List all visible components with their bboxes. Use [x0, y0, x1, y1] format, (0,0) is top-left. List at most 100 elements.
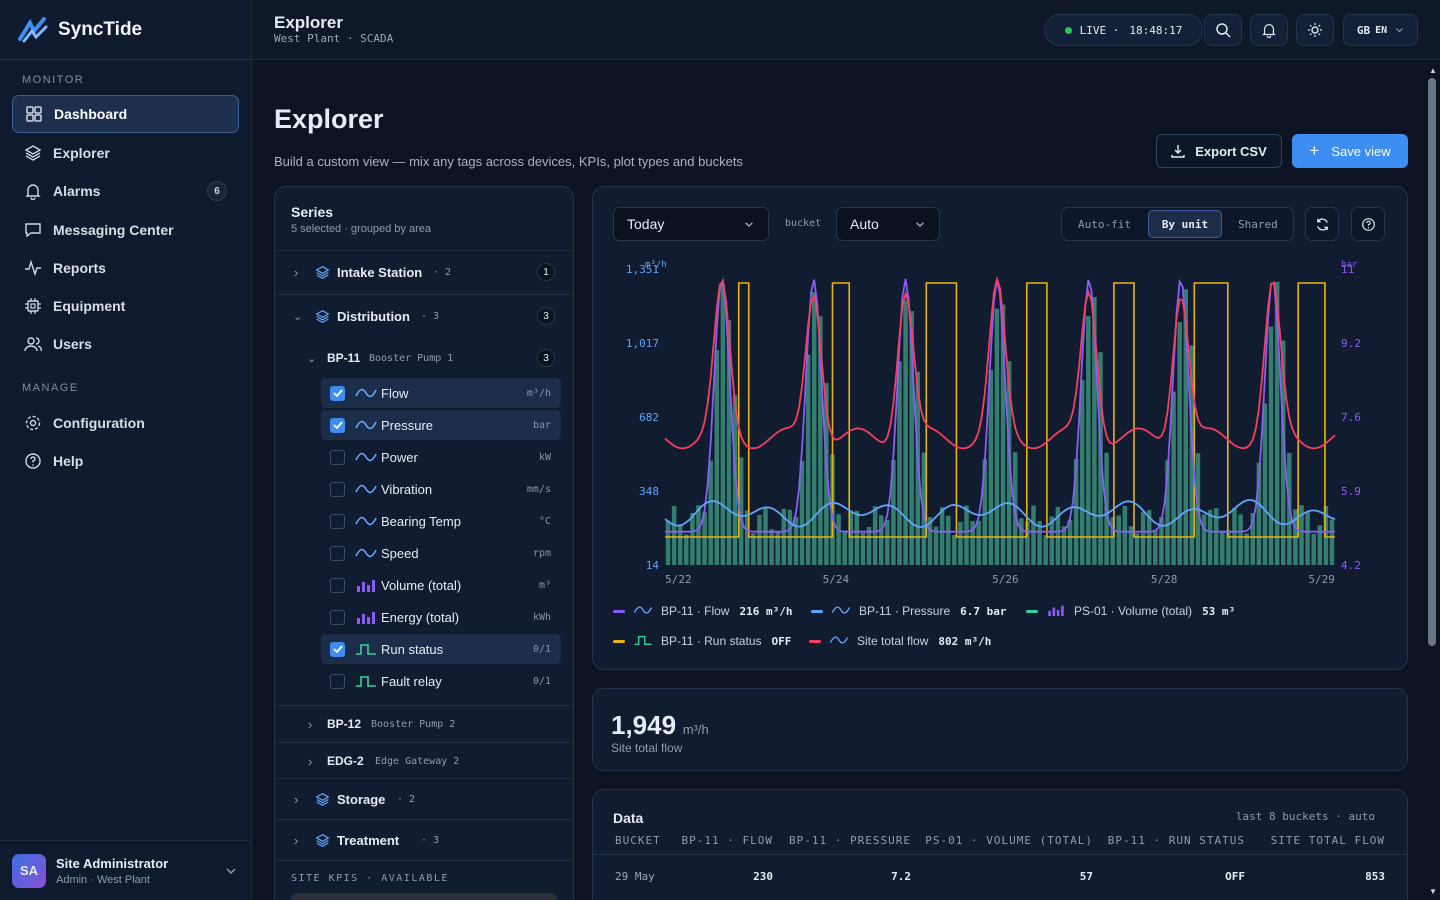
sidebar-item-configuration[interactable]: Configuration	[12, 404, 239, 442]
scrollbar-thumb[interactable]	[1428, 78, 1436, 646]
theme-toggle-button[interactable]	[1296, 14, 1334, 46]
tag-checkbox[interactable]	[330, 545, 345, 561]
mode-shared[interactable]: Shared	[1238, 218, 1278, 231]
export-csv-button[interactable]: Export CSV	[1156, 134, 1282, 168]
sidebar-item-users[interactable]: Users	[12, 325, 239, 363]
tag-item[interactable]: Bearing Temp °C	[321, 506, 561, 536]
volume-bar	[1165, 460, 1170, 565]
sidebar-item-label: Users	[53, 336, 92, 352]
area-storage[interactable]: › Storage · 2	[275, 779, 573, 819]
kpi-unit: m³/h	[682, 722, 709, 737]
device-id: EDG-2	[327, 754, 364, 768]
sidebar-item-alarms[interactable]: Alarms 6	[12, 172, 239, 210]
device-selected-badge: 3	[537, 349, 555, 367]
tag-item[interactable]: Flow m³/h	[321, 378, 561, 408]
tag-checkbox[interactable]	[330, 417, 345, 433]
chevron-right-icon: ›	[308, 716, 313, 732]
notifications-button[interactable]	[1250, 14, 1288, 46]
language-select[interactable]: GB EN	[1343, 14, 1418, 46]
sidebar-item-help[interactable]: Help	[12, 442, 239, 480]
layers-icon	[315, 792, 330, 806]
tag-item[interactable]: Energy (total) kWh	[321, 602, 561, 632]
chevron-down-icon: ⌄	[307, 352, 317, 365]
device-edg-2[interactable]: › EDG-2 Edge Gateway 2	[275, 743, 573, 779]
tag-checkbox[interactable]	[330, 577, 345, 593]
tag-item[interactable]: Speed rpm	[321, 538, 561, 568]
table-header: BP-11 · PRESSURE	[789, 834, 911, 847]
volume-bar	[1317, 525, 1323, 565]
legend-label: Site total flow	[857, 634, 929, 648]
legend-item[interactable]: BP-11 · Pressure 6.7 bar	[811, 602, 1007, 620]
volume-bar	[976, 520, 981, 565]
tag-checkbox[interactable]	[330, 513, 345, 529]
tag-checkbox[interactable]	[330, 673, 345, 689]
volume-bar	[690, 512, 695, 565]
tag-checkbox[interactable]	[330, 449, 345, 465]
legend: BP-11 · Flow 216 m³/h BP-11 · Pressure 6.7 …	[613, 602, 1393, 662]
area-treatment[interactable]: › Treatment · 3	[275, 820, 573, 860]
volume-bar	[1262, 403, 1268, 565]
volume-bar	[854, 510, 860, 565]
tag-item[interactable]: Power kW	[321, 442, 561, 472]
sidebar-item-label: Reports	[53, 260, 106, 276]
bucket-select[interactable]: Auto	[836, 207, 940, 241]
tag-item[interactable]: Volume (total) m³	[321, 570, 561, 600]
chevron-down-icon: ⌄	[293, 310, 303, 323]
volume-bar	[1037, 521, 1042, 565]
search-button[interactable]	[1204, 14, 1242, 46]
user-menu[interactable]: SA Site Administrator Admin · West Plant	[0, 840, 251, 900]
area-distribution[interactable]: ⌄ Distribution · 3 3	[275, 295, 573, 337]
tag-item[interactable]: Run status 0/1	[321, 634, 561, 664]
volume-bar	[866, 527, 872, 565]
refresh-button[interactable]	[1305, 207, 1339, 241]
bell-icon	[25, 184, 41, 200]
scrollbar[interactable]: ▲ ▼	[1424, 60, 1440, 900]
mode-auto-fit[interactable]: Auto-fit	[1078, 218, 1131, 231]
volume-bar	[1280, 340, 1286, 565]
sidebar-item-dashboard[interactable]: Dashboard	[12, 95, 239, 133]
sidebar-item-messaging-center[interactable]: Messaging Center	[12, 211, 239, 249]
bucket-value: Auto	[850, 216, 879, 232]
layers-icon	[315, 265, 330, 279]
volume-bar	[1256, 462, 1262, 565]
legend-item[interactable]: BP-11 · Run status OFF	[613, 632, 791, 650]
tag-item[interactable]: Fault relay 0/1	[321, 666, 561, 696]
range-select[interactable]: Today	[613, 207, 769, 241]
volume-bar	[1183, 289, 1189, 565]
kpi-item[interactable]	[291, 893, 557, 900]
export-csv-label: Export CSV	[1195, 143, 1267, 159]
sidebar-item-reports[interactable]: Reports	[12, 249, 239, 287]
tag-checkbox[interactable]	[330, 481, 345, 497]
mode-by-unit[interactable]: By unit	[1148, 210, 1222, 238]
device-bp-11[interactable]: ⌄ BP-11 Booster Pump 1 3	[275, 343, 573, 373]
page-title: Explorer	[274, 104, 384, 134]
sidebar-item-label: Help	[53, 453, 84, 469]
save-view-button[interactable]: + Save view	[1292, 134, 1408, 168]
tag-checkbox[interactable]	[330, 609, 345, 625]
chart-svg[interactable]: 14 348 682 1,017 1,351 4.2 5.9 7.6 9.2 11 m³/h bar 5…	[593, 247, 1409, 597]
legend-item[interactable]: PS-01 · Volume (total) 53 m³	[1026, 602, 1235, 620]
tag-item[interactable]: Pressure bar	[321, 410, 561, 440]
tag-checkbox[interactable]	[330, 385, 345, 401]
line-chart-icon	[355, 484, 377, 494]
layers-icon	[315, 833, 330, 847]
avatar: SA	[12, 853, 46, 888]
x-tick-label: 5/26	[992, 573, 1019, 586]
legend-item[interactable]: Site total flow 802 m³/h	[809, 632, 991, 650]
synctide-logo-icon	[18, 16, 48, 42]
bar-chart-icon	[357, 612, 375, 624]
sidebar-item-explorer[interactable]: Explorer	[12, 134, 239, 172]
legend-item[interactable]: BP-11 · Flow 216 m³/h	[613, 602, 792, 620]
kpi-value: 1,949	[611, 710, 677, 740]
tag-checkbox[interactable]	[330, 641, 345, 657]
volume-bar	[970, 520, 975, 565]
flow-line	[665, 277, 1336, 533]
legend-type-icon	[633, 604, 653, 619]
tag-item[interactable]: Vibration mm/s	[321, 474, 561, 504]
area-intake-station[interactable]: › Intake Station · 2 1	[275, 251, 573, 293]
volume-bar	[1201, 514, 1207, 565]
legend-swatch	[613, 639, 625, 643]
help-button[interactable]	[1351, 207, 1385, 241]
sidebar-item-equipment[interactable]: Equipment	[12, 287, 239, 325]
device-bp-12[interactable]: › BP-12 Booster Pump 2	[275, 706, 573, 742]
